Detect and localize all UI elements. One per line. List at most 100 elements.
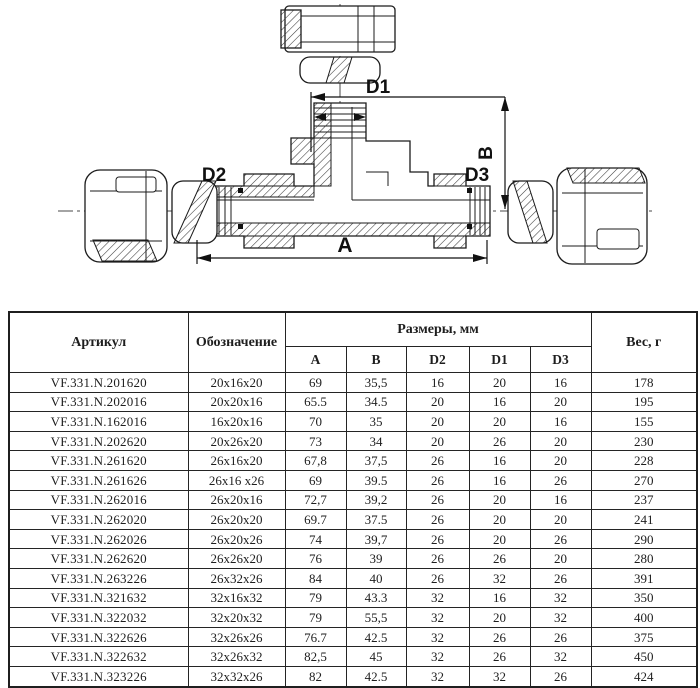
table-row: VF.331.N.322632 32x26x32 82,5 45 32 26 32 450 <box>8 646 698 667</box>
cell-d3: 32 <box>529 646 592 667</box>
cell-a: 74 <box>284 528 347 550</box>
col-header-designation: Обозначение <box>187 311 286 373</box>
cell-article: VF.331.N.202620 <box>8 430 189 452</box>
cell-weight: 195 <box>590 391 698 413</box>
cell-b: 43.3 <box>345 587 407 609</box>
cell-article: VF.331.N.262020 <box>8 509 189 530</box>
col-header-b: B <box>345 346 407 373</box>
table-row: VF.331.N.162016 16x20x16 70 35 20 20 16 155 <box>8 411 698 432</box>
branch-threads <box>314 107 366 139</box>
cell-weight: 391 <box>590 567 698 589</box>
cell-d2: 20 <box>405 411 470 432</box>
cell-d2: 32 <box>405 607 470 628</box>
label-d2: D2 <box>202 165 226 186</box>
dimension-lines <box>196 92 509 264</box>
cell-d3: 16 <box>529 372 592 393</box>
cell-weight: 290 <box>590 528 698 550</box>
table-row: VF.331.N.262016 26x20x16 72,7 39,2 26 20 16 237 <box>8 489 698 511</box>
col-header-dimensions-group: Размеры, мм <box>284 311 592 347</box>
cell-designation: 32x32x26 <box>187 665 286 688</box>
cell-d2: 26 <box>405 489 470 511</box>
cell-d3: 16 <box>529 411 592 432</box>
cell-article: VF.331.N.262016 <box>8 489 189 511</box>
cell-weight: 350 <box>590 587 698 609</box>
cell-a: 69.7 <box>284 509 347 530</box>
cell-b: 34 <box>345 430 407 452</box>
cell-d1: 20 <box>468 411 531 432</box>
right-nut <box>556 167 648 265</box>
cell-d1: 32 <box>468 665 531 688</box>
cell-d2: 26 <box>405 528 470 550</box>
table-row: VF.331.N.262620 26x26x20 76 39 26 26 20 280 <box>8 548 698 569</box>
cell-d3: 16 <box>529 489 592 511</box>
cell-d1: 26 <box>468 626 531 648</box>
col-header-a: A <box>284 346 347 373</box>
o-ring-seals <box>238 188 472 229</box>
cell-d1: 26 <box>468 548 531 569</box>
cell-a: 69 <box>284 372 347 393</box>
cell-article: VF.331.N.202016 <box>8 391 189 413</box>
cell-d3: 20 <box>529 450 592 471</box>
table-row: VF.331.N.323226 32x32x26 82 42.5 32 32 26 424 <box>8 665 698 688</box>
col-header-d3: D3 <box>529 346 592 373</box>
top-nut <box>280 5 396 53</box>
cell-article: VF.331.N.261626 <box>8 469 189 491</box>
cell-d1: 26 <box>468 646 531 667</box>
cell-d2: 26 <box>405 469 470 491</box>
cell-designation: 26x20x26 <box>187 528 286 550</box>
cell-article: VF.331.N.262026 <box>8 528 189 550</box>
cell-d1: 32 <box>468 567 531 589</box>
cell-designation: 20x20x16 <box>187 391 286 413</box>
cell-weight: 228 <box>590 450 698 471</box>
cell-weight: 155 <box>590 411 698 432</box>
cell-b: 39,2 <box>345 489 407 511</box>
cell-article: VF.331.N.322626 <box>8 626 189 648</box>
cell-d3: 20 <box>529 548 592 569</box>
table-row: VF.331.N.321632 32x16x32 79 43.3 32 16 32 350 <box>8 587 698 609</box>
cell-a: 76.7 <box>284 626 347 648</box>
cell-d1: 20 <box>468 372 531 393</box>
cell-d3: 20 <box>529 509 592 530</box>
cell-a: 67,8 <box>284 450 347 471</box>
cell-a: 69 <box>284 469 347 491</box>
cell-weight: 237 <box>590 489 698 511</box>
cell-article: VF.331.N.322632 <box>8 646 189 667</box>
cell-designation: 26x32x26 <box>187 567 286 589</box>
cell-article: VF.331.N.201620 <box>8 372 189 393</box>
cell-d3: 26 <box>529 528 592 550</box>
cell-a: 73 <box>284 430 347 452</box>
cell-a: 72,7 <box>284 489 347 511</box>
cell-b: 39.5 <box>345 469 407 491</box>
left-nut <box>84 169 168 263</box>
cell-d1: 16 <box>468 450 531 471</box>
cell-d3: 20 <box>529 430 592 452</box>
cell-b: 35,5 <box>345 372 407 393</box>
cell-d3: 26 <box>529 626 592 648</box>
cell-weight: 270 <box>590 469 698 491</box>
col-header-d1: D1 <box>468 346 531 373</box>
cell-d2: 32 <box>405 646 470 667</box>
table-row: VF.331.N.263226 26x32x26 84 40 26 32 26 391 <box>8 567 698 589</box>
cell-weight: 375 <box>590 626 698 648</box>
cell-a: 76 <box>284 548 347 569</box>
cell-d1: 20 <box>468 509 531 530</box>
cell-d1: 16 <box>468 469 531 491</box>
cell-b: 39 <box>345 548 407 569</box>
cell-d1: 20 <box>468 607 531 628</box>
cell-article: VF.331.N.261620 <box>8 450 189 471</box>
cell-b: 34.5 <box>345 391 407 413</box>
label-a: A <box>337 234 352 257</box>
cell-weight: 241 <box>590 509 698 530</box>
table-row: VF.331.N.322032 32x20x32 79 55,5 32 20 32 400 <box>8 607 698 628</box>
cell-d1: 20 <box>468 528 531 550</box>
cell-weight: 400 <box>590 607 698 628</box>
cell-d2: 20 <box>405 391 470 413</box>
cell-b: 37.5 <box>345 509 407 530</box>
tee-fitting-diagram: D1 D2 D3 A B <box>58 4 652 265</box>
cell-b: 40 <box>345 567 407 589</box>
col-header-article: Артикул <box>8 311 189 373</box>
label-b: B <box>476 146 497 160</box>
cell-d3: 26 <box>529 567 592 589</box>
table-row: VF.331.N.202016 20x20x16 65.5 34.5 20 16 20 195 <box>8 391 698 413</box>
